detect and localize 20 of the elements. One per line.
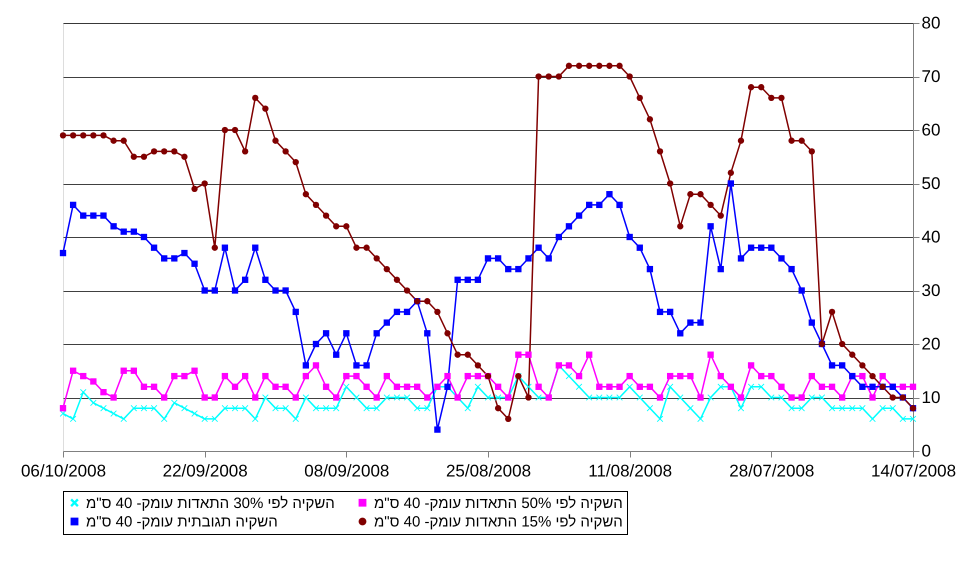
y-tick-label: 60: [922, 120, 940, 140]
y-tick-label: 70: [922, 67, 940, 86]
x-tick-label: 11/08/2008: [588, 462, 672, 480]
y-tick-label: 80: [922, 14, 940, 32]
legend-label: השקיה תגובתית עומק- 40 ס"מ: [86, 514, 278, 530]
legend-label: השקיה לפי 30% התאדות עומק- 40 ס"מ: [86, 494, 335, 512]
legend-label: השקיה לפי 15% התאדות עומק- 40 ס"מ: [374, 514, 623, 530]
y-tick-label: 0: [922, 442, 931, 460]
y-tick-label: 50: [922, 174, 940, 193]
y-tick-label: 40: [922, 228, 940, 246]
legend-label: השקיה לפי 50% התאדות עומק- 40 ס"מ: [374, 494, 623, 512]
y-tick-label: 20: [922, 334, 940, 354]
y-tick-label: 30: [922, 281, 940, 300]
x-tick-label: 28/07/2008: [729, 462, 814, 480]
x-tick-label: 22/09/2008: [162, 462, 248, 480]
y-tick-label: 10: [922, 388, 940, 407]
x-tick-label: 08/09/2008: [304, 462, 390, 480]
x-tick-label: 14/07/2008: [870, 462, 956, 480]
x-tick-label: 25/08/2008: [446, 462, 532, 480]
x-tick-label: 06/10/2008: [20, 462, 106, 480]
